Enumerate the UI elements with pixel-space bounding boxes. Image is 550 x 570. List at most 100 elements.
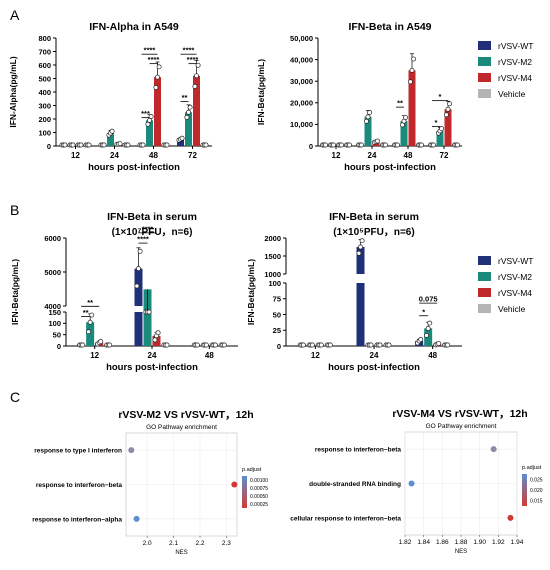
y-tick-label: 0: [47, 142, 51, 151]
significance-label: ****: [183, 46, 195, 55]
bar-rvsv-wt: [356, 247, 365, 274]
x-tick-label: 1.84: [417, 539, 430, 546]
data-point: [331, 142, 336, 148]
data-point: [327, 342, 333, 348]
x-axis-label: hours post-infection: [88, 162, 180, 173]
y-tick-label: 400: [38, 88, 51, 97]
enrichment-point: [490, 446, 497, 453]
x-tick-label: 1.86: [436, 539, 449, 546]
bar-rvsv-wt: [134, 312, 143, 346]
enrichment-point: [507, 514, 514, 521]
x-tick-label: 2.3: [222, 540, 231, 547]
data-point: [347, 142, 352, 148]
data-point: [221, 342, 227, 348]
legend-item: Vehicle: [498, 89, 526, 99]
data-point: [419, 142, 424, 148]
data-point: [101, 142, 107, 148]
x-tick-label: 1.88: [455, 539, 468, 546]
chart-title: rVSV-M4 VS rVSV-WT，12h: [392, 408, 527, 420]
legend-item: rVSV-WT: [498, 41, 533, 51]
y-tick-label: 50,000: [290, 34, 313, 43]
data-point: [87, 319, 93, 325]
chart-subtitle: GO Pathway enrichment: [146, 424, 217, 431]
x-tick-label: 12: [71, 151, 80, 160]
colorbar-tick-label: 0.025: [530, 477, 543, 483]
legend-item: rVSV-M4: [498, 73, 532, 83]
chart-subtitle: GO Pathway enrichment: [426, 423, 497, 430]
legend-swatch: [478, 89, 491, 98]
bar-rvsv-m2: [364, 116, 372, 146]
data-point: [164, 342, 170, 348]
data-point: [134, 283, 140, 289]
bar-rvsv-wt: [177, 139, 184, 146]
legend-item: Vehicle: [498, 304, 526, 314]
y-tick-label: 1000: [264, 270, 281, 279]
y-tick-label: 500: [38, 74, 51, 83]
term-label: double-stranded RNA binding: [309, 481, 401, 488]
x-tick-label: 1.92: [492, 539, 505, 546]
legend-swatch: [478, 57, 491, 66]
significance-label: *: [439, 92, 442, 101]
x-axis-label: NES: [175, 550, 187, 556]
data-point: [358, 244, 363, 250]
data-point: [155, 74, 160, 80]
x-tick-label: 1.90: [473, 539, 486, 546]
data-point: [339, 142, 344, 148]
bar-rvsv-m2: [185, 112, 192, 146]
data-point: [192, 83, 198, 89]
colorbar-tick-label: 0.00100: [250, 478, 268, 484]
legend-swatch: [478, 256, 491, 265]
data-point: [403, 114, 409, 120]
x-tick-label: 48: [205, 351, 214, 360]
data-point: [164, 142, 170, 148]
legend-item: rVSV-M2: [498, 57, 532, 67]
y-tick-label: 300: [38, 101, 51, 110]
bar-rvsv-wt: [356, 283, 365, 346]
x-tick-label: 12: [332, 151, 341, 160]
data-point: [78, 142, 84, 148]
term-label: cellular response to interferon−beta: [290, 515, 401, 522]
term-label: response to interferon−beta: [36, 482, 123, 489]
y-tick-label: 100: [38, 128, 51, 137]
data-point: [425, 325, 431, 331]
data-point: [86, 142, 92, 148]
data-point: [375, 138, 381, 144]
data-point: [445, 106, 451, 112]
colorbar: [242, 476, 247, 508]
data-point: [431, 142, 436, 148]
data-point: [363, 118, 369, 124]
x-axis-label: NES: [455, 549, 467, 555]
data-point: [418, 336, 424, 342]
data-point: [187, 104, 193, 110]
colorbar-tick-label: 0.00025: [250, 502, 268, 508]
data-point: [300, 342, 306, 348]
x-tick-label: 48: [404, 151, 413, 160]
y-tick-label: 2000: [264, 234, 281, 243]
x-axis-label: hours post-infection: [344, 162, 436, 173]
y-axis-label: IFN-Alpha(pg/mL): [8, 56, 18, 127]
data-point: [436, 341, 442, 346]
significance-label: **: [397, 99, 403, 108]
enrichment-point: [231, 481, 238, 488]
data-point: [323, 142, 328, 148]
data-point: [455, 142, 460, 148]
y-tick-label: 4000: [44, 302, 61, 311]
colorbar-tick-label: 0.00075: [250, 486, 268, 492]
data-point: [146, 309, 152, 315]
y-tick-label: 0: [277, 342, 281, 351]
x-tick-label: 48: [149, 151, 158, 160]
x-axis-label: hours post-infection: [328, 362, 420, 373]
data-point: [153, 85, 159, 90]
y-tick-label: 40,000: [290, 55, 313, 64]
significance-label: **: [182, 93, 188, 102]
y-tick-label: 20,000: [290, 99, 313, 108]
colorbar-title: p.adjust: [522, 465, 542, 471]
y-tick-label: 800: [38, 34, 51, 43]
data-point: [125, 142, 131, 148]
y-tick-label: 50: [273, 310, 281, 319]
data-point: [439, 126, 445, 132]
data-point: [184, 114, 190, 120]
x-tick-label: 24: [370, 351, 379, 360]
data-point: [309, 342, 315, 348]
x-tick-label: 2.1: [169, 540, 178, 547]
